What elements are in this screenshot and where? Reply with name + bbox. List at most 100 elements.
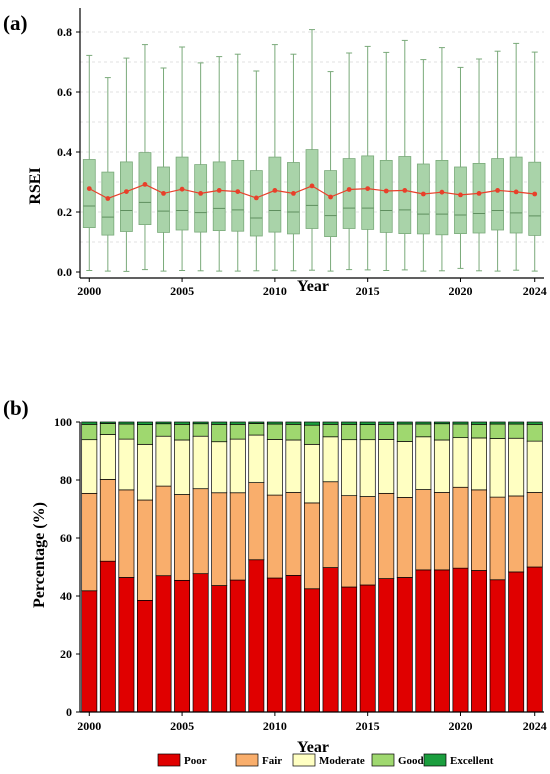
bar-segment-moderate-2019 [433, 439, 450, 493]
x-tick-label: 2000 [77, 284, 101, 298]
bar-segment-poor-2007 [211, 585, 228, 713]
bar-segment-excellent-2007 [211, 421, 228, 425]
bar-segment-poor-2010 [266, 577, 283, 713]
mean-point-2017 [402, 188, 408, 193]
bar-segment-good-2008 [229, 423, 246, 440]
mean-point-2005 [179, 186, 185, 192]
box-2015 [361, 155, 375, 230]
bar-segment-excellent-2018 [415, 421, 432, 425]
bar-segment-good-2005 [174, 423, 191, 441]
y-tick-label: 0.8 [57, 25, 72, 39]
bar-segment-good-2024 [526, 423, 543, 442]
mean-point-2007 [216, 188, 222, 193]
bar-segment-poor-2012 [304, 588, 320, 713]
mean-point-2012 [309, 183, 315, 189]
mean-point-2015 [365, 186, 371, 192]
bar-segment-good-2013 [322, 423, 339, 438]
box-2022 [491, 158, 505, 231]
mean-point-2013 [328, 194, 333, 200]
bar-segment-moderate-2016 [378, 439, 395, 494]
bar-segment-moderate-2005 [174, 439, 191, 495]
bar-segment-poor-2021 [471, 570, 487, 713]
bar-segment-good-2018 [415, 423, 432, 438]
bar-segment-excellent-2016 [378, 421, 395, 425]
bar-segment-fair-2005 [174, 494, 191, 581]
mean-point-2004 [161, 191, 166, 196]
bar-segment-good-2004 [155, 423, 172, 437]
bar-segment-fair-2003 [137, 499, 153, 601]
bar-segment-good-2007 [211, 423, 228, 443]
legend-label-good: Good [398, 755, 424, 767]
box-2004 [157, 166, 170, 233]
legend-label-poor: Poor [184, 755, 207, 767]
bar-segment-poor-2017 [396, 577, 413, 713]
bar-segment-poor-2020 [452, 567, 469, 713]
bar-segment-good-2010 [266, 423, 283, 440]
bar-segment-excellent-2017 [396, 421, 413, 425]
legend-swatch-excellent [423, 753, 447, 767]
bar-segment-fair-2020 [452, 486, 469, 569]
bar-segment-fair-2009 [248, 482, 265, 561]
bar-segment-poor-2014 [341, 586, 358, 713]
mean-point-2009 [253, 195, 259, 201]
bar-segment-fair-2018 [415, 489, 432, 571]
bar-segment-good-2019 [433, 423, 450, 441]
bar-segment-fair-2023 [508, 495, 525, 573]
box-2023 [509, 156, 523, 234]
bar-segment-fair-2017 [396, 497, 413, 578]
mean-point-2001 [105, 196, 111, 201]
bar-segment-fair-2013 [322, 481, 339, 568]
bar-segment-fair-2014 [341, 495, 358, 588]
mean-point-2000 [86, 186, 92, 192]
mean-point-2006 [198, 191, 204, 196]
bar-segment-fair-2019 [433, 492, 450, 571]
box-2002 [120, 161, 133, 232]
box-2024 [528, 161, 542, 236]
bar-segment-good-2001 [99, 423, 116, 435]
bar-segment-fair-2024 [526, 492, 543, 568]
bar-segment-excellent-2024 [526, 421, 543, 425]
bar-segment-good-2006 [192, 423, 209, 437]
panel-a-axes: 0.0 0.2 0.4 0.6 0.8 2000 2005 2010 2015 2020 2024 [57, 8, 547, 298]
box-2008 [231, 159, 245, 232]
bar-segment-excellent-2020 [452, 421, 469, 425]
bar-segment-excellent-2005 [174, 421, 191, 425]
bar-segment-good-2003 [137, 424, 153, 445]
bar-segment-excellent-2019 [433, 421, 450, 425]
mean-point-2024 [532, 191, 538, 197]
bar-segment-fair-2022 [489, 496, 506, 581]
bar-segment-excellent-2022 [489, 421, 506, 425]
bar-segment-poor-2006 [192, 573, 209, 713]
panel-b-axes: 0 20 40 60 80 100 2000 2005 2010 2015 2020 2024 [54, 415, 547, 733]
bar-segment-moderate-2012 [304, 443, 320, 504]
bar-segment-poor-2015 [359, 584, 376, 713]
box-2018 [416, 163, 430, 235]
bar-segment-excellent-2006 [192, 421, 209, 425]
bar-segment-fair-2008 [229, 492, 246, 581]
box-2000 [82, 159, 96, 228]
legend-label-excellent: Excellent [450, 755, 494, 767]
mean-point-2010 [272, 188, 278, 193]
box-2013 [324, 170, 337, 238]
y-tick-label: 40 [60, 589, 72, 603]
x-tick-label: 2010 [263, 284, 287, 298]
bar-segment-fair-2012 [304, 502, 320, 590]
bar-segment-moderate-2011 [285, 439, 302, 493]
bar-segment-poor-2022 [489, 579, 506, 713]
mean-point-2023 [513, 189, 519, 195]
bar-segment-excellent-2021 [471, 421, 487, 425]
panel-a-x-axis-title: Year [297, 278, 329, 295]
y-tick-label: 100 [54, 415, 72, 429]
bar-segment-excellent-2003 [137, 421, 153, 425]
mean-point-2019 [439, 189, 445, 195]
bar-segment-good-2000 [81, 423, 98, 441]
mean-point-2011 [291, 191, 296, 196]
bar-segment-fair-2001 [99, 479, 116, 562]
x-tick-label: 2024 [523, 284, 547, 298]
bar-segment-moderate-2004 [155, 435, 172, 487]
bar-segment-moderate-2013 [322, 436, 339, 483]
bar-segment-poor-2013 [322, 567, 339, 713]
legend-swatch-fair [235, 753, 259, 767]
x-tick-label: 2020 [448, 719, 472, 733]
